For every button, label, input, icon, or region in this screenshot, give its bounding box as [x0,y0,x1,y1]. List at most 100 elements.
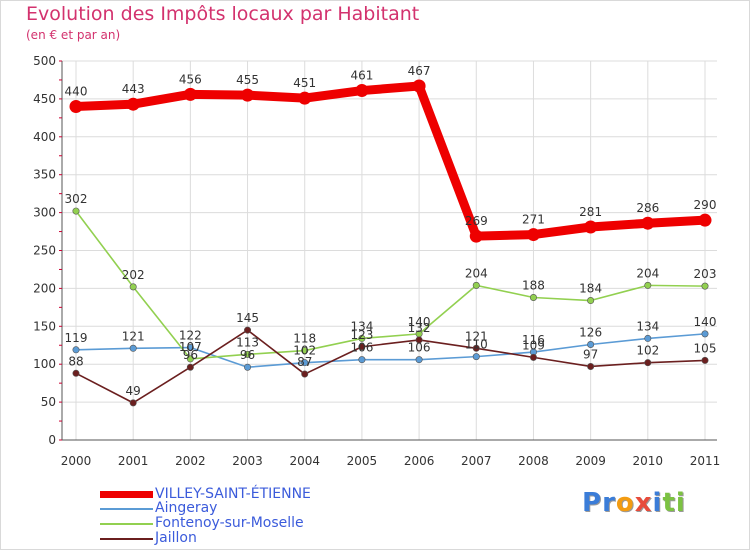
data-point-3 [358,343,366,351]
data-label-3: 105 [694,341,717,355]
y-tick-label: 150 [33,319,56,333]
y-tick-label: 400 [33,130,56,144]
data-label-2: 107 [179,340,202,354]
y-tick-label: 450 [33,92,56,106]
data-label-1: 106 [408,341,431,355]
data-label-2: 203 [694,267,717,281]
data-point-3 [129,399,137,407]
data-label-0: 269 [465,214,488,228]
chart-subtitle: (en € et par an) [26,28,121,42]
data-label-3: 145 [236,311,259,325]
data-label-3: 121 [465,329,488,343]
data-point-2 [129,283,137,291]
legend-label-villey: VILLEY-SAINT-ÉTIENNE [155,486,311,502]
legend-swatch-fontenoy [100,523,153,525]
data-point-0 [355,84,369,98]
data-label-3: 109 [522,338,545,352]
logo-letter: r [602,488,616,518]
x-tick-label: 2004 [289,454,320,468]
data-label-0: 467 [408,64,431,78]
x-tick-label: 2000 [61,454,92,468]
x-tick-label: 2009 [575,454,606,468]
data-label-2: 140 [408,315,431,329]
data-label-0: 461 [350,69,373,83]
y-tick-label: 200 [33,281,56,295]
data-point-3 [529,353,537,361]
legend-item-villey: VILLEY-SAINT-ÉTIENNE [100,486,360,502]
data-point-2 [701,282,709,290]
data-label-2: 202 [122,268,145,282]
data-point-2 [587,297,595,305]
data-label-3: 102 [636,344,659,358]
data-label-3: 123 [350,328,373,342]
y-tick-label: 500 [33,54,56,68]
data-point-3 [72,369,80,377]
data-point-2 [301,347,309,355]
legend-item-aingeray: Aingeray [100,500,360,516]
data-labels: 440 443 456 455 451 461 467 269 271 281 286 290 119 1… [65,64,717,398]
legend-swatch-aingeray [100,508,153,510]
y-tick-label: 300 [33,206,56,220]
series-line-1 [75,333,706,369]
data-label-2: 118 [293,332,316,346]
data-label-0: 271 [522,213,545,227]
data-point-2 [644,281,652,289]
legend-label-jaillon: Jaillon [155,530,197,546]
data-label-0: 281 [579,205,602,219]
data-label-1: 119 [65,331,88,345]
y-tick-label: 0 [48,433,56,447]
legend-swatch-villey [100,491,153,498]
data-label-3: 87 [297,355,312,369]
data-label-1: 110 [465,338,488,352]
series-line-3 [75,329,706,404]
data-point-0 [241,88,255,102]
data-point-1 [358,356,366,364]
legend-label-aingeray: Aingeray [155,500,218,516]
data-point-0 [526,228,540,242]
grid [62,60,717,441]
x-tick-label: 2003 [232,454,263,468]
data-label-0: 456 [179,72,202,86]
data-label-3: 96 [183,348,198,362]
x-tick-label: 2007 [461,454,492,468]
data-label-3: 49 [126,384,141,398]
data-label-1: 122 [179,329,202,343]
data-point-0 [469,229,483,243]
series-line-0 [71,81,710,241]
legend-item-jaillon: Jaillon [100,530,360,546]
x-tick-label: 2008 [518,454,549,468]
data-point-0 [69,99,83,113]
y-tick-label: 100 [33,357,56,371]
data-label-0: 443 [122,82,145,96]
data-point-0 [298,91,312,105]
data-label-3: 88 [68,354,83,368]
logo-letter: t [662,488,676,518]
data-point-3 [244,326,252,334]
x-tick-label: 2010 [633,454,664,468]
data-label-2: 204 [465,266,488,280]
data-label-0: 455 [236,73,259,87]
x-tick-label: 2011 [690,454,721,468]
data-label-2: 113 [236,335,259,349]
data-label-1: 121 [122,329,145,343]
x-tick-label: 2002 [175,454,206,468]
data-point-0 [183,87,197,101]
data-point-1 [415,356,423,364]
data-point-0 [584,220,598,234]
logo-letter: o [615,488,635,518]
data-label-0: 440 [65,84,88,98]
data-label-1: 126 [579,325,602,339]
legend-item-fontenoy: Fontenoy-sur-Moselle [100,515,360,531]
axes: 0 50 100 150 200 250 300 350 400 450 500 2000 2001 20… [33,54,720,468]
x-tick-label: 2001 [118,454,149,468]
data-point-3 [186,363,194,371]
logo-letter: i [675,488,686,518]
data-point-1 [301,359,309,367]
data-point-1 [701,330,709,338]
series-lines [69,79,712,407]
data-point-2 [358,334,366,342]
data-point-1 [472,353,480,361]
data-label-3: 132 [408,321,431,335]
logo-letter: i [652,488,663,518]
data-point-2 [186,355,194,363]
